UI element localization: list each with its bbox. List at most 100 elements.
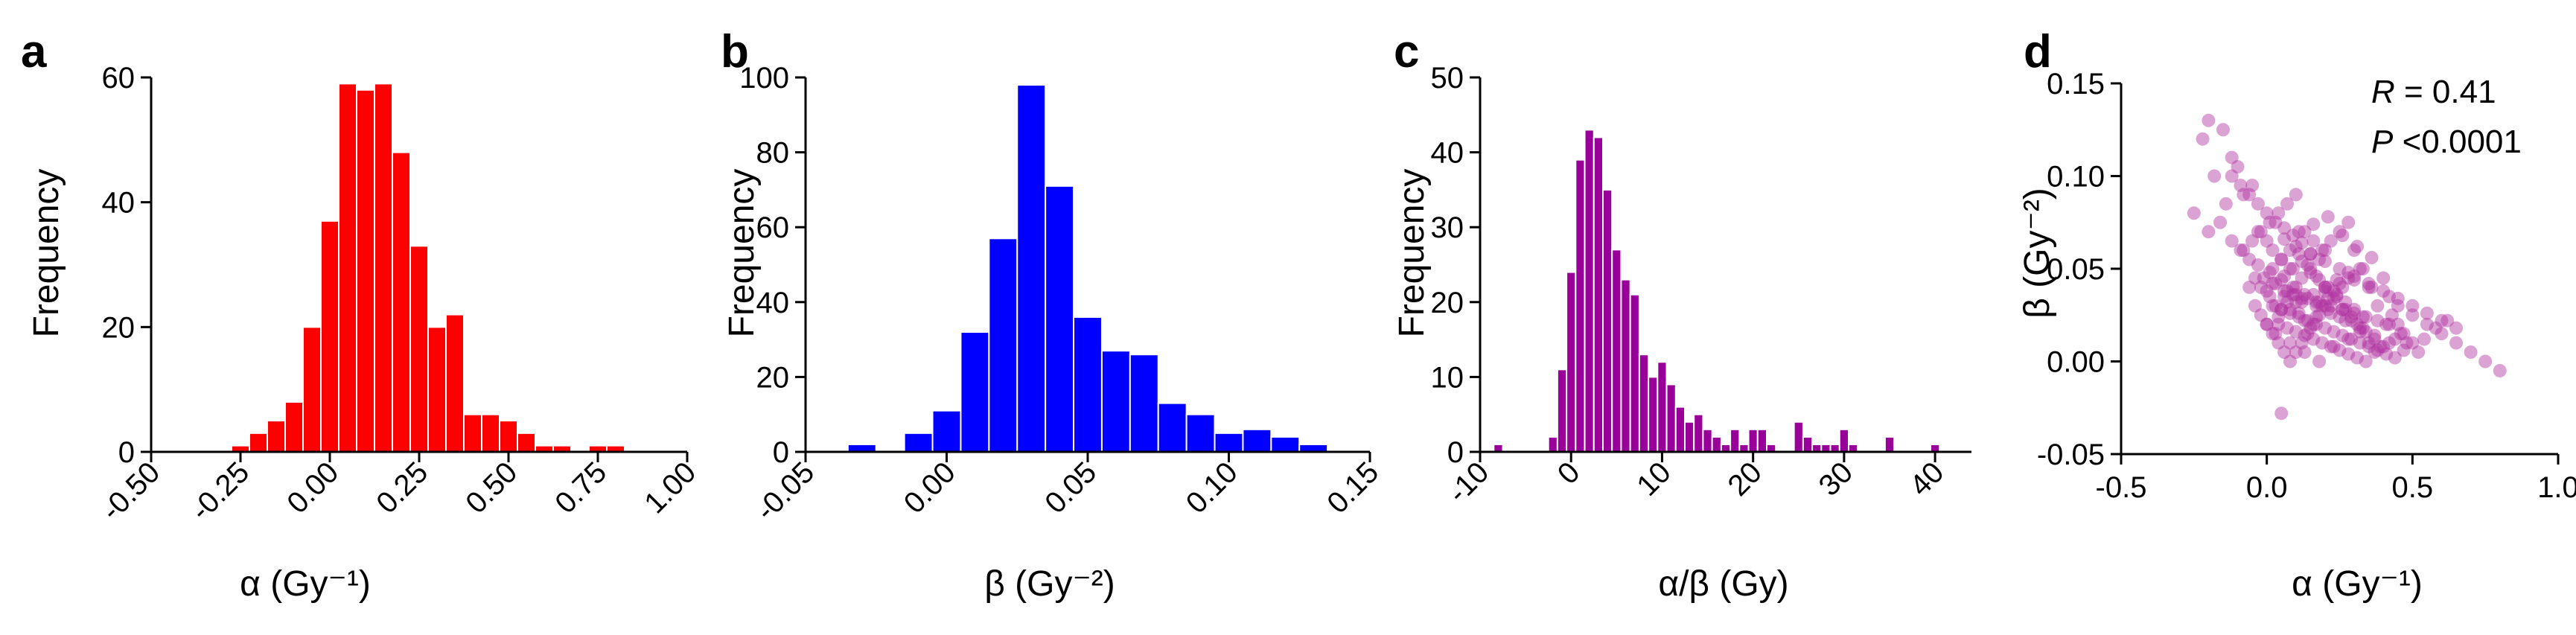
scatter-point — [2371, 299, 2385, 313]
panel-c-bars — [1493, 129, 1941, 453]
scatter-point — [2301, 327, 2315, 341]
scatter-point — [2286, 262, 2300, 275]
y-tick-label: 20 — [756, 361, 790, 394]
histogram-bar — [1584, 129, 1595, 453]
panel-d-axes: -0.05 0.00 0.05 0.10 0.15 -0.5 0.0 0.5 1.0 — [2037, 68, 2576, 504]
scatter-point — [2277, 232, 2292, 246]
histogram-bar — [1629, 293, 1640, 453]
x-tick-label: 10 — [1630, 456, 1677, 502]
histogram-bar — [1884, 435, 1896, 453]
scatter-point — [2248, 271, 2263, 285]
scatter-point — [2266, 262, 2280, 275]
scatter-point — [2292, 247, 2306, 261]
x-tick-label: 0.15 — [1321, 456, 1385, 520]
scatter-point — [2274, 252, 2289, 267]
scatter-point — [2283, 306, 2297, 320]
scatter-point — [2207, 169, 2222, 183]
histogram-bar — [1214, 432, 1244, 453]
scatter-point — [2321, 291, 2335, 305]
scatter-point — [2309, 295, 2324, 309]
histogram-bar — [499, 420, 518, 453]
scatter-point — [2274, 302, 2289, 316]
scatter-point — [2295, 271, 2309, 285]
y-tick-label: 50 — [1431, 62, 1464, 95]
scatter-point — [2376, 284, 2391, 298]
histogram-bar — [1693, 413, 1704, 453]
scatter-point — [2350, 351, 2364, 365]
scatter-point — [2289, 240, 2303, 254]
panel-d-p-label: P — [2371, 124, 2394, 160]
scatter-point — [2315, 336, 2330, 350]
scatter-point — [2318, 321, 2332, 335]
scatter-point — [2353, 321, 2367, 335]
panel-b-bars — [847, 84, 1329, 453]
scatter-point — [2274, 252, 2289, 267]
scatter-point — [2301, 291, 2315, 305]
scatter-point — [2266, 299, 2280, 313]
y-tick-label: 0.00 — [2047, 346, 2105, 379]
scatter-point — [2359, 325, 2373, 339]
histogram-bar — [445, 313, 465, 453]
y-tick-label: -0.05 — [2037, 438, 2105, 471]
scatter-point — [2254, 280, 2268, 294]
scatter-point — [2274, 406, 2289, 421]
y-tick-label: 40 — [1431, 137, 1464, 170]
scatter-point — [2312, 272, 2327, 287]
y-tick-label: 0.05 — [2047, 253, 2105, 286]
scatter-point — [2339, 302, 2353, 316]
scatter-point — [2327, 339, 2341, 354]
panel-a-label: a — [21, 26, 47, 77]
histogram-bar — [302, 326, 322, 453]
scatter-point — [2295, 295, 2309, 309]
y-tick-label: 60 — [756, 211, 790, 244]
histogram-bar — [1756, 428, 1768, 453]
scatter-point — [2280, 295, 2295, 309]
scatter-point — [2295, 255, 2309, 269]
scatter-point — [2263, 265, 2277, 279]
scatter-point — [2254, 308, 2268, 322]
histogram-bar — [1838, 428, 1850, 453]
histogram-bar — [1648, 376, 1659, 453]
scatter-point — [2292, 310, 2306, 324]
histogram-bar — [267, 420, 286, 453]
scatter-point — [2306, 332, 2321, 346]
scatter-point — [2280, 197, 2295, 211]
scatter-point — [2365, 251, 2379, 265]
scatter-point — [2362, 336, 2376, 350]
scatter-point — [2327, 291, 2341, 305]
scatter-point — [2347, 302, 2362, 316]
scatter-point — [2237, 243, 2251, 258]
y-tick-label: 0.10 — [2047, 161, 2105, 194]
scatter-point — [2449, 321, 2464, 335]
scatter-point — [2298, 345, 2312, 360]
panel-d-r-label: R — [2371, 74, 2395, 110]
scatter-point — [2435, 313, 2449, 328]
panel-b-xlabel: β (Gy⁻²) — [984, 564, 1115, 604]
histogram-bar — [320, 220, 339, 453]
scatter-point — [2289, 188, 2303, 202]
scatter-point — [2400, 336, 2414, 350]
scatter-point — [2391, 317, 2405, 331]
scatter-point — [2304, 321, 2318, 335]
panel-a-ylabel: Frequency — [27, 169, 66, 338]
scatter-point — [2397, 327, 2411, 341]
histogram-bar — [903, 432, 934, 453]
scatter-point — [2187, 206, 2201, 220]
histogram-bar — [1657, 361, 1668, 453]
histogram-bar — [374, 83, 393, 453]
scatter-point — [2266, 276, 2280, 290]
histogram-bar — [1684, 421, 1695, 453]
histogram-bar — [1611, 249, 1622, 453]
scatter-point — [2368, 332, 2382, 346]
scatter-point — [2362, 280, 2376, 294]
scatter-point — [2420, 306, 2434, 320]
scatter-point — [2306, 287, 2321, 301]
scatter-point — [2336, 302, 2350, 316]
scatter-point — [2318, 280, 2332, 294]
scatter-point — [2295, 236, 2309, 250]
histogram-bar — [1016, 84, 1047, 453]
histogram-bar — [1298, 443, 1329, 453]
scatter-point — [2368, 345, 2382, 360]
scatter-point — [2379, 317, 2394, 331]
